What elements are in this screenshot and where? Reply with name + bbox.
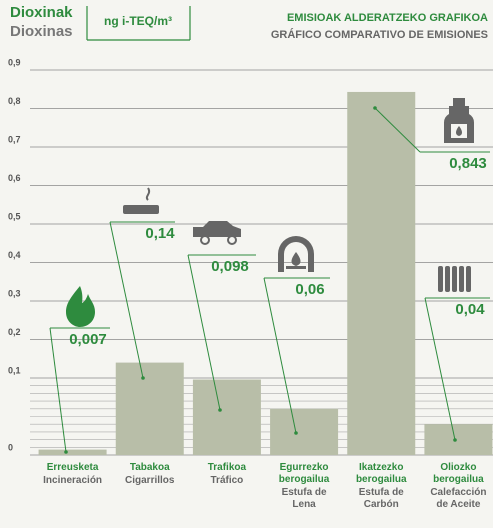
value-label: 0,007 bbox=[69, 331, 107, 348]
y-tick-label: 0,9 bbox=[8, 57, 21, 67]
x-tick-label: Ikatzezko berogailua bbox=[355, 462, 407, 485]
leader-line bbox=[109, 221, 144, 379]
unit: ng i-TEQ/m³ bbox=[104, 14, 172, 28]
fire bbox=[456, 126, 462, 136]
value-label: 0,843 bbox=[449, 155, 487, 172]
leader-line bbox=[49, 327, 67, 453]
fireplace-icon bbox=[278, 236, 314, 272]
x-tick-label: Egurrezko berogailua bbox=[278, 462, 330, 485]
log bbox=[286, 266, 306, 269]
leader-line bbox=[263, 277, 297, 434]
x-tick-label-es: Tráfico bbox=[210, 475, 244, 486]
x-tick-label: Tabakoa bbox=[129, 462, 170, 473]
y-tick-label: 0,2 bbox=[8, 327, 21, 337]
x-tick-label-es: Calefacción de Aceite bbox=[430, 487, 487, 510]
bar bbox=[424, 424, 493, 455]
leader-dot bbox=[373, 106, 377, 110]
value-label: 0,04 bbox=[455, 301, 485, 318]
y-label: Dioxinak bbox=[10, 4, 73, 21]
smoke-icon bbox=[145, 187, 151, 201]
y-tick-label: 0 bbox=[8, 442, 13, 452]
y-tick-label: 0,8 bbox=[8, 96, 21, 106]
y-tick-label: 0,6 bbox=[8, 173, 21, 183]
leader-line bbox=[187, 254, 221, 411]
flame-icon bbox=[66, 286, 95, 327]
leader-dot bbox=[64, 450, 68, 454]
y-tick-label: 0,1 bbox=[8, 365, 21, 375]
title: EMISIOAK ALDERATZEKO GRAFIKOA bbox=[287, 12, 488, 24]
radiator-icon bbox=[438, 266, 471, 292]
fire bbox=[291, 252, 301, 266]
car-icon bbox=[193, 221, 241, 237]
bar bbox=[38, 449, 107, 455]
subtitle: GRÁFICO COMPARATIVO DE EMISIONES bbox=[271, 28, 488, 41]
value-label: 0,14 bbox=[145, 225, 175, 242]
wheel bbox=[200, 235, 210, 245]
y-tick-label: 0,3 bbox=[8, 288, 21, 298]
leader-dot bbox=[294, 431, 298, 435]
y-tick-label: 0,7 bbox=[8, 134, 21, 144]
leader-line bbox=[424, 297, 456, 441]
x-tick-label: Trafikoa bbox=[207, 462, 247, 473]
x-tick-label: Oliozko berogailua bbox=[433, 462, 484, 485]
x-tick-label-es: Estufa de Carbón bbox=[358, 487, 404, 510]
wheel bbox=[227, 235, 237, 245]
leader-dot bbox=[141, 376, 145, 380]
bar bbox=[270, 408, 339, 455]
value-label: 0,06 bbox=[295, 281, 324, 298]
y-tick-label: 0,5 bbox=[8, 211, 21, 221]
x-tick-label: Erreusketa bbox=[46, 462, 99, 473]
y-tick-label: 0,4 bbox=[8, 250, 21, 260]
stove-pipe bbox=[453, 98, 465, 106]
value-label: 0,098 bbox=[211, 258, 249, 275]
bar bbox=[192, 379, 261, 455]
leader-dot bbox=[453, 438, 457, 442]
x-tick-label-es: Cigarrillos bbox=[125, 475, 175, 486]
bar bbox=[115, 362, 184, 455]
y-label-es: Dioxinas bbox=[10, 23, 73, 40]
x-tick-label-es: Estufa de Lena bbox=[281, 487, 327, 510]
cigarette-icon bbox=[123, 205, 159, 214]
icons bbox=[66, 98, 475, 327]
leader-dot bbox=[218, 408, 222, 412]
x-tick-label-es: Incineración bbox=[43, 475, 103, 486]
bar bbox=[347, 91, 416, 455]
leader-line bbox=[374, 107, 421, 153]
